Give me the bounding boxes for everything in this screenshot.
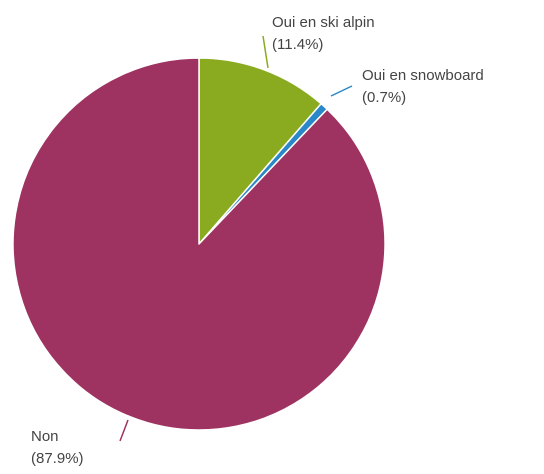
leader-lines-layer — [119, 35, 353, 442]
leader-line — [330, 85, 353, 97]
slice-label: Oui en snowboard (0.7%) — [362, 67, 484, 106]
leader-line — [262, 35, 269, 69]
leader-line — [119, 419, 129, 442]
slice-label-name: Oui en snowboard — [362, 67, 484, 84]
slice-label-percent: (0.7%) — [362, 89, 406, 106]
pie-slice-non — [12, 57, 386, 431]
slice-label: Non (87.9%) — [31, 428, 84, 467]
slice-label-percent: (11.4%) — [272, 36, 323, 53]
slice-label-name: Non — [31, 428, 59, 445]
labels-layer: Oui en ski alpin (11.4%) Oui en snowboard (… — [31, 14, 484, 467]
slice-label-percent: (87.9%) — [31, 450, 84, 467]
slices-layer — [12, 57, 386, 431]
slice-label: Oui en ski alpin (11.4%) — [272, 14, 375, 53]
pie-slice-oui-en-ski-alpin — [198, 57, 322, 245]
slice-label-name: Oui en ski alpin — [272, 14, 375, 31]
